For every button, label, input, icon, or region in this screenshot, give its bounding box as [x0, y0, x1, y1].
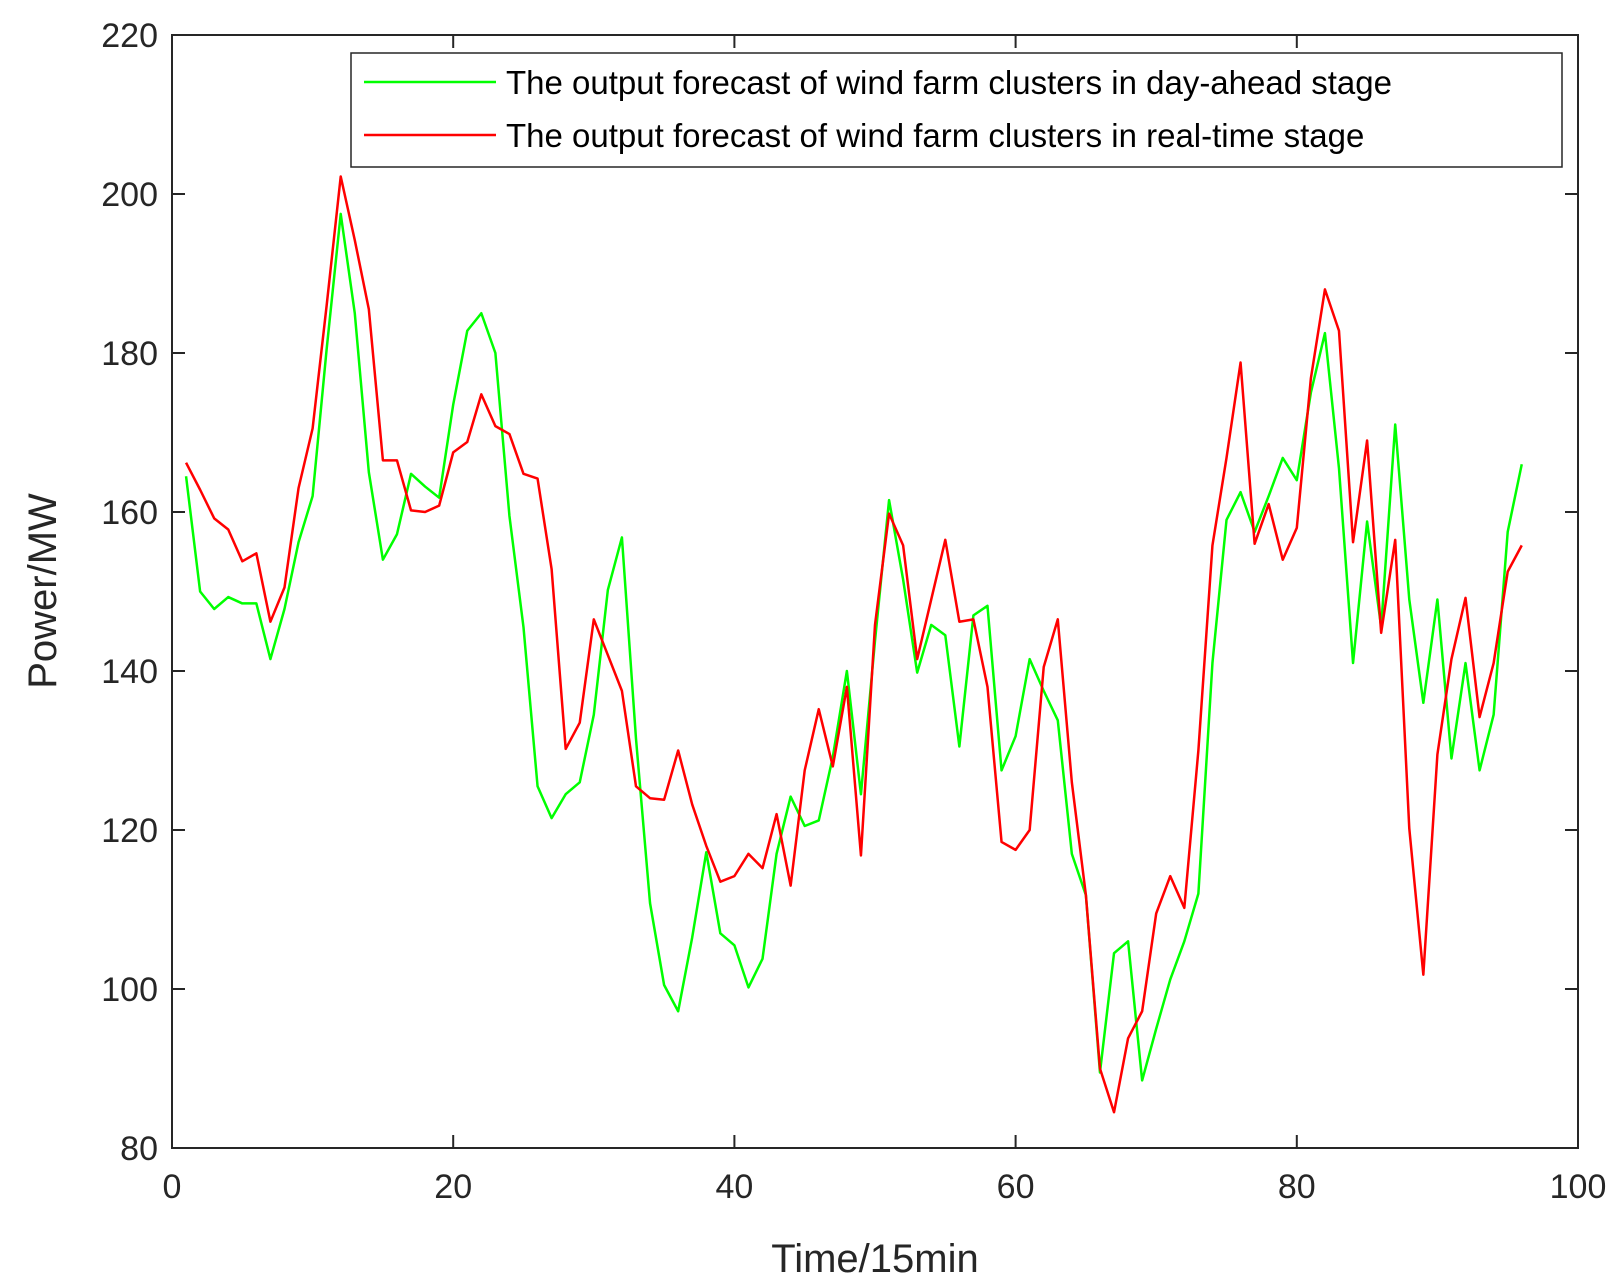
y-tick-label: 80: [120, 1130, 158, 1168]
axis-ticks: 0 20 40 60 80 100 80 100 120 140 160 180 200 220: [101, 17, 1606, 1206]
y-tick-label: 140: [101, 653, 158, 691]
series-line-day-ahead: [184, 212, 1523, 1082]
plot-background: [172, 35, 1578, 1148]
series-layer: [184, 175, 1523, 1114]
x-tick-label: 60: [997, 1168, 1035, 1206]
legend-label-real-time: The output forecast of wind farm cluster…: [506, 117, 1364, 154]
x-tick-label: 40: [715, 1168, 753, 1206]
y-axis-title: Power/MW: [21, 493, 65, 689]
y-tick-label: 200: [101, 176, 158, 214]
legend-box: [350, 52, 1563, 168]
plot-frame: [171, 34, 1579, 1149]
x-tick-label: 0: [163, 1168, 182, 1206]
y-tick-label: 180: [101, 335, 158, 373]
legend-label-day-ahead: The output forecast of wind farm cluster…: [506, 64, 1392, 101]
y-tick-label: 220: [101, 17, 158, 55]
series-line-real-time: [184, 175, 1523, 1114]
x-tick-label: 20: [434, 1168, 472, 1206]
legend: The output forecast of wind farm cluster…: [350, 52, 1563, 168]
y-tick-label: 160: [101, 494, 158, 532]
y-tick-label: 100: [101, 971, 158, 1009]
x-tick-label: 80: [1278, 1168, 1316, 1206]
y-tick-label: 120: [101, 812, 158, 850]
x-axis-title: Time/15min: [771, 1237, 978, 1281]
x-tick-label: 100: [1550, 1168, 1607, 1206]
